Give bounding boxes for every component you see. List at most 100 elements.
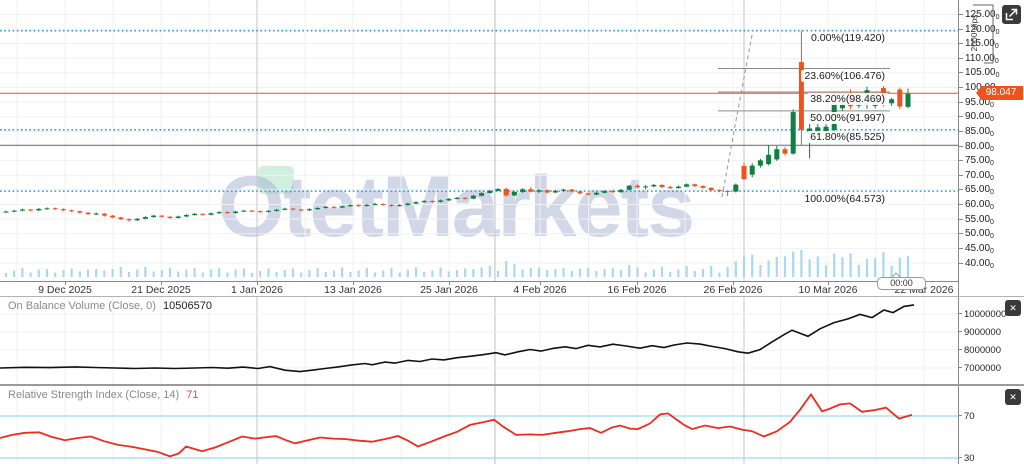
candle-body: [69, 210, 75, 212]
obv-indicator-pane[interactable]: On Balance Volume (Close, 0) 10506570 10…: [0, 296, 1024, 385]
volume-bar: [865, 258, 869, 277]
time-tick: [65, 281, 66, 285]
rsi-indicator-pane[interactable]: Relative Strength Index (Close, 14) 71 7…: [0, 384, 1024, 464]
time-axis-label: 26 Feb 2026: [703, 284, 763, 296]
time-tick: [733, 281, 734, 285]
volume-bar: [562, 268, 565, 277]
candle-body: [520, 189, 526, 192]
volume-bar: [464, 268, 467, 277]
candle-body: [462, 197, 468, 199]
volume-bar: [300, 272, 303, 277]
rsi-title: Relative Strength Index (Close, 14): [8, 389, 180, 401]
candle-body: [585, 193, 591, 195]
volume-bar: [857, 264, 860, 277]
volume-bar: [759, 265, 762, 277]
time-tick: [828, 281, 829, 285]
candle-body: [503, 188, 509, 196]
volume-bar: [521, 269, 524, 277]
candle-body: [175, 216, 181, 218]
candle-body: [749, 165, 755, 175]
candle-body: [470, 195, 476, 199]
volume-bar: [816, 256, 819, 277]
rsi-close-button[interactable]: ✕: [1005, 389, 1021, 405]
candle-body: [19, 209, 25, 211]
volume-bar: [906, 255, 910, 277]
volume-bar: [136, 269, 139, 277]
watermark-accent-square: [258, 166, 294, 194]
candle-body: [774, 149, 780, 160]
time-axis-label: 1 Jan 2026: [231, 284, 283, 296]
volume-bar: [62, 270, 65, 277]
volume-bar: [619, 270, 623, 277]
price-axis-label: 110.000: [959, 53, 1024, 65]
candle-body: [454, 197, 460, 199]
candle-body: [823, 126, 829, 132]
volume-bar: [898, 257, 901, 277]
price-axis-label: 125.000: [959, 9, 1024, 21]
pips-bracket: [973, 4, 994, 64]
volume-bar: [677, 269, 680, 277]
candle-body: [725, 191, 731, 193]
candle-body: [667, 186, 673, 189]
pips-measure-label: 2000 pips: [969, 14, 979, 52]
volume-bar: [660, 266, 664, 277]
volume-bar: [234, 269, 237, 277]
volume-bar: [710, 266, 713, 277]
price-axis-label: 115.000: [959, 38, 1024, 50]
candle-body: [85, 212, 91, 215]
volume-bar: [218, 268, 221, 277]
candle-body: [233, 211, 239, 213]
candle-body: [142, 217, 148, 219]
time-tick: [637, 281, 638, 285]
volume-bar: [4, 273, 8, 277]
candle-body: [495, 188, 501, 191]
time-axis[interactable]: 9 Dec 2025 21 Dec 2025 1 Jan 2026 13 Jan 20…: [0, 281, 958, 296]
volume-bar: [103, 270, 106, 277]
volume-bar: [78, 271, 81, 277]
candle-body: [552, 190, 558, 193]
candle-body: [93, 213, 99, 215]
obv-header: On Balance Volume (Close, 0) 10506570: [8, 300, 212, 312]
candle-body: [52, 208, 58, 210]
popout-icon: [1005, 8, 1018, 21]
volume-bar: [185, 269, 188, 277]
candle-body: [290, 208, 296, 210]
volume-bar: [611, 268, 614, 277]
price-axis[interactable]: 2000 pips 125.000 120.000 115.000 110.000 10…: [958, 0, 1024, 296]
volume-bar: [250, 273, 254, 277]
obv-close-button[interactable]: ✕: [1005, 300, 1021, 316]
candle-body: [249, 210, 255, 212]
price-chart-canvas[interactable]: [0, 0, 958, 281]
candle-body: [708, 187, 714, 191]
rsi-header: Relative Strength Index (Close, 14) 71: [8, 389, 199, 401]
price-axis-label: 105.000: [959, 67, 1024, 79]
volume-bar: [718, 272, 721, 277]
volume-bar: [324, 272, 327, 277]
volume-bar: [472, 269, 475, 277]
candle-body: [798, 62, 804, 130]
volume-bar: [742, 256, 746, 277]
volume-bar: [316, 268, 319, 277]
volume-bar: [54, 272, 57, 277]
volume-bar: [291, 268, 295, 277]
volume-bar: [177, 271, 180, 277]
volume-bar: [800, 250, 803, 277]
expand-chart-button[interactable]: [1002, 5, 1021, 24]
rsi-canvas: [0, 386, 958, 464]
time-tick: [353, 281, 354, 285]
volume-bar: [439, 267, 442, 277]
volume-bar: [86, 269, 90, 277]
obv-axis-label: 10000000: [959, 309, 1006, 320]
candle-body: [347, 205, 353, 207]
volume-bar: [808, 259, 811, 277]
candle-body: [380, 203, 386, 205]
price-axis-label: 120.000: [959, 24, 1024, 36]
volume-bar: [259, 271, 262, 277]
volume-bar: [488, 266, 491, 277]
candle-body: [60, 209, 66, 211]
fib-label: 50.00%(91.997): [807, 112, 888, 125]
candle-body: [536, 190, 542, 192]
candle-body: [28, 209, 34, 211]
price-chart-pane[interactable]: OtetMarkets 0.00%(119.420) 23.60%(106.476…: [0, 0, 958, 282]
price-axis-label: 70.000: [959, 170, 1024, 182]
